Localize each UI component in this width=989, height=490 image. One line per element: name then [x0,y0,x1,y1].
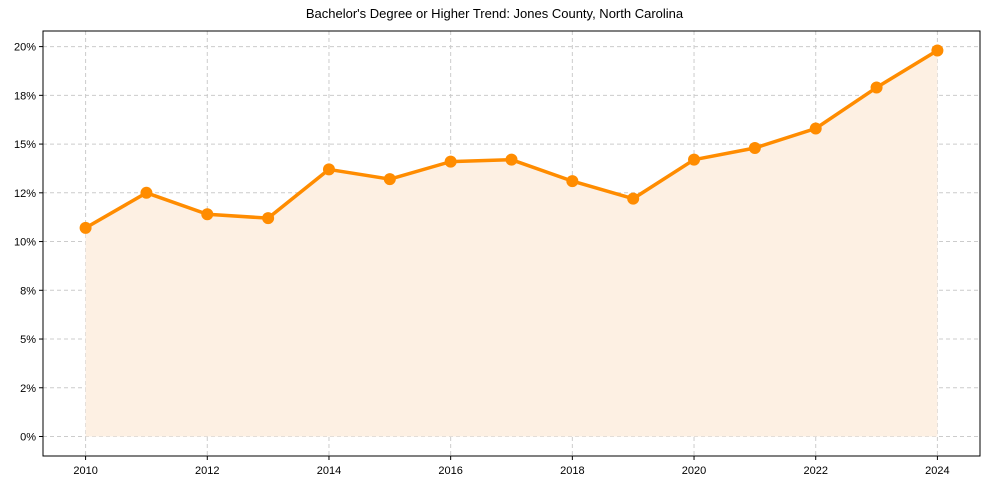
y-tick-label: 15% [14,139,36,151]
data-point [748,141,761,154]
y-tick-label: 5% [20,334,36,346]
data-point [870,81,883,94]
x-tick-label: 2016 [438,465,462,477]
data-point [566,175,579,188]
x-tick-label: 2012 [195,465,219,477]
x-tick-label: 2020 [682,465,706,477]
y-tick-label: 20% [14,42,36,54]
y-tick-label: 10% [14,237,36,249]
data-point [201,208,214,221]
y-tick-label: 8% [20,285,36,297]
data-point [322,163,335,176]
data-point [140,186,153,199]
data-markers [79,44,944,234]
data-point [931,44,944,57]
data-point [809,122,822,135]
x-axis: 2010 2012 2014 2016 2018 2020 2022 2024 [73,456,950,477]
data-point [383,173,396,186]
y-tick-label: 0% [20,432,36,444]
data-point [505,153,518,166]
x-tick-label: 2014 [317,465,341,477]
chart-title: Bachelor's Degree or Higher Trend: Jones… [305,6,684,21]
data-point [79,221,92,234]
x-tick-label: 2022 [803,465,827,477]
data-point [688,153,701,166]
x-tick-label: 2024 [925,465,949,477]
x-tick-label: 2010 [73,465,97,477]
y-tick-label: 12% [14,188,36,200]
y-tick-label: 18% [14,90,36,102]
data-point [262,212,275,225]
area-fill [85,50,938,437]
x-tick-label: 2018 [560,465,584,477]
data-point [627,192,640,205]
data-point [444,155,457,168]
plot-frame [42,30,981,457]
y-tick-label: 2% [20,383,36,395]
y-axis: 0% 2% 5% 8% 10% 12% 15% 18% 20% [14,42,43,444]
